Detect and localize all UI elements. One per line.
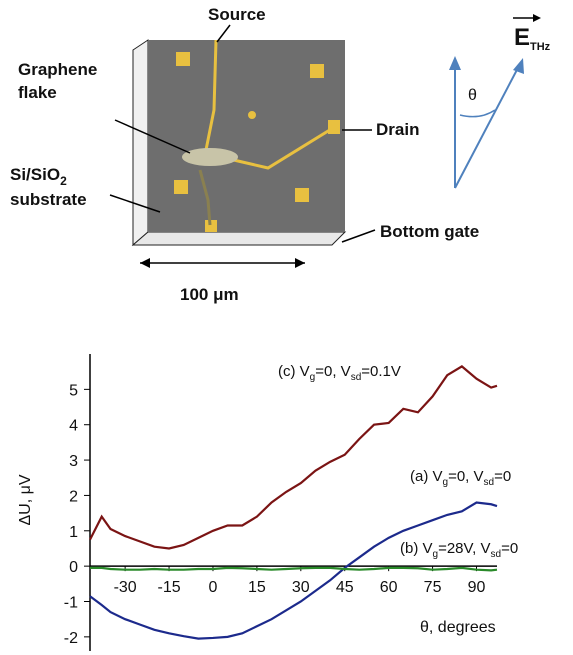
angle-label: θ [468,87,477,104]
y-tick-label: 4 [69,418,78,435]
series-label-part: =0, V [315,363,350,380]
y-tick-label: 1 [69,524,78,541]
field-label: ETHz [514,24,551,53]
x-tick-label: -30 [114,579,137,596]
series-label-part: =0, V [448,468,483,485]
series-label-part: (a) V [410,468,443,485]
series-line [90,366,497,548]
drain-label: Drain [376,120,419,139]
y-tick-label: -2 [64,630,78,647]
series-label-part: (b) V [400,540,433,557]
series-label-part: =0.1V [361,363,401,380]
graphene-label: Graphene [18,60,97,79]
scale-label: 100 μm [180,285,239,304]
series-label: (a) Vg=0, Vsd=0 [410,468,511,488]
series-label-part: =0 [494,468,511,485]
x-tick-label: 30 [292,579,310,596]
x-tick-label: 75 [424,579,442,596]
x-tick-label: 15 [248,579,266,596]
x-tick-label: 90 [468,579,486,596]
substrate-label: Si/SiO2 [10,165,67,188]
series-label-part: sd [351,372,362,383]
series-label-part: sd [491,549,502,560]
y-tick-label: 0 [69,559,78,576]
series-label-part: =28V, V [438,540,490,557]
graphene-label: flake [18,83,57,102]
y-tick-label: 5 [69,382,78,399]
source-label: Source [208,5,266,24]
series-line [90,568,497,570]
x-tick-label: 45 [336,579,354,596]
x-tick-label: -15 [157,579,180,596]
x-tick-label: 0 [209,579,218,596]
series-label: (b) Vg=28V, Vsd=0 [400,540,518,560]
x-tick-label: 60 [380,579,398,596]
y-axis-label: ΔU, μV [17,474,34,525]
series-label: (c) Vg=0, Vsd=0.1V [278,363,401,383]
y-tick-label: -1 [64,595,78,612]
y-tick-label: 3 [69,453,78,470]
series-label-part: (c) V [278,363,310,380]
series-label-part: =0 [501,540,518,557]
bottom-gate-label: Bottom gate [380,222,479,241]
substrate-label: substrate [10,190,87,209]
figure: Source Graphene flake Si/SiO2 substrate … [0,0,573,655]
y-tick-label: 2 [69,488,78,505]
x-axis-label: θ, degrees [420,619,496,636]
series-label-part: sd [484,477,495,488]
